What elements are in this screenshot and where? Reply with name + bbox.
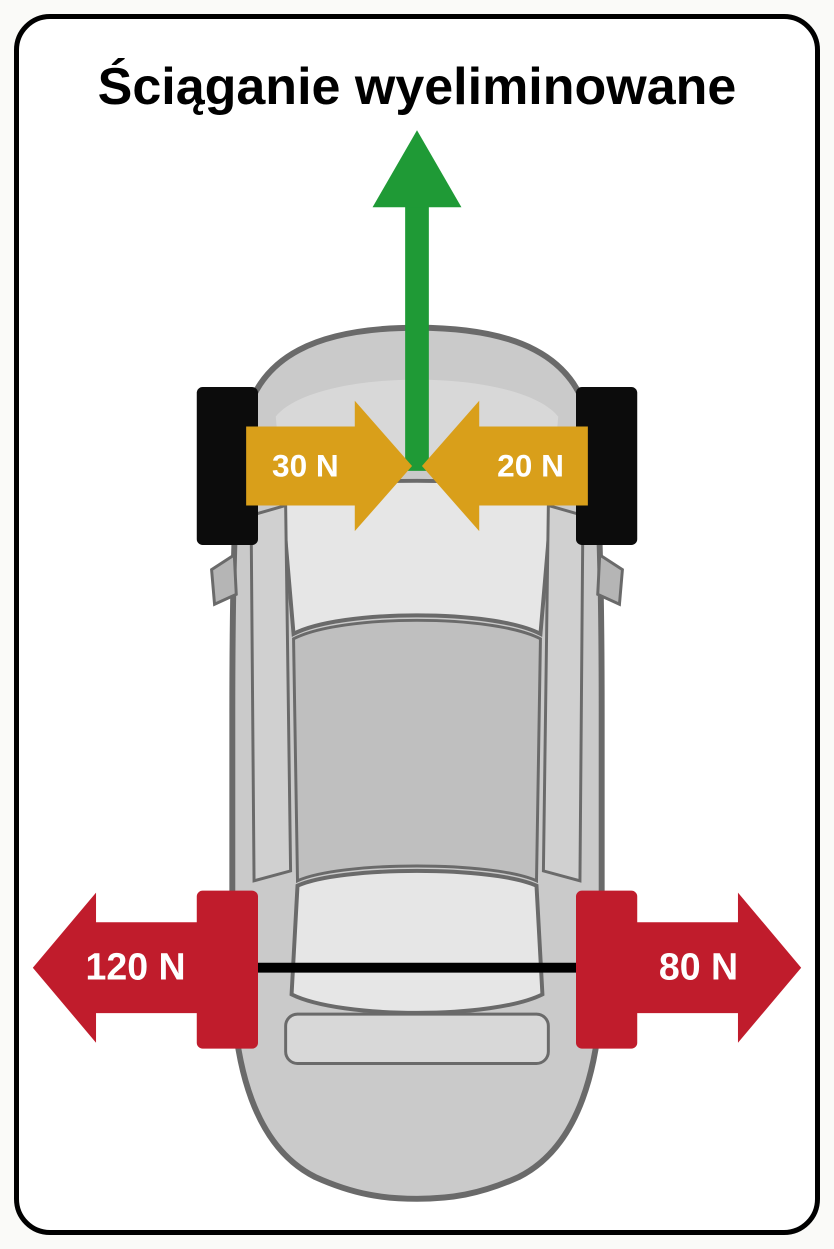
car-force-diagram: 30 N 20 N 120 N 80 N (19, 19, 815, 1230)
rear-left-force-arrow: 120 N (33, 893, 217, 1043)
rear-right-force-arrow: 80 N (617, 893, 801, 1043)
rear-left-force-label: 120 N (85, 946, 185, 988)
rear-right-force-label: 80 N (659, 946, 738, 988)
front-left-force-label: 30 N (272, 447, 339, 483)
front-right-force-label: 20 N (497, 447, 564, 483)
diagram-frame: Ściąganie wyeliminowane (14, 14, 820, 1235)
